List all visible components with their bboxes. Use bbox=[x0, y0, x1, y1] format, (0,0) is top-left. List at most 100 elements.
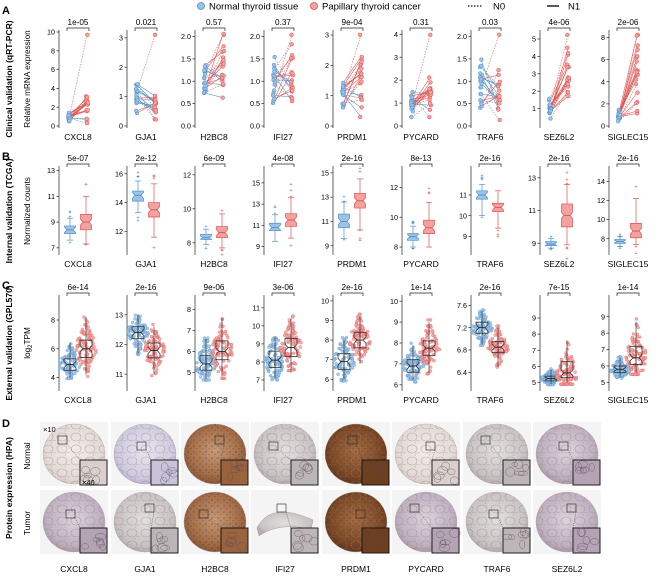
point-tumor bbox=[289, 53, 295, 58]
row-title-C: External validation (GPL570) bbox=[4, 285, 14, 400]
outlier: + bbox=[565, 178, 568, 184]
panel-D: D Protein expression (HPA) Normal Tumor CXCL… bbox=[2, 418, 601, 574]
y-tick-label: 11 bbox=[253, 303, 260, 312]
point bbox=[151, 322, 155, 327]
point-normal bbox=[272, 79, 278, 85]
points-normal bbox=[332, 336, 356, 383]
point bbox=[570, 357, 574, 361]
gene-label: CXCL8 bbox=[64, 132, 92, 142]
y-tick-label: 9 bbox=[532, 314, 536, 323]
inset-structure bbox=[447, 468, 456, 475]
pair-line bbox=[618, 49, 638, 116]
subplot-A-cxcl8: 0 2 4 6 8 10 CXCL8 1e-05 bbox=[47, 18, 92, 142]
point bbox=[126, 330, 130, 334]
pair-line bbox=[411, 92, 431, 96]
pair-line bbox=[136, 84, 156, 103]
point bbox=[634, 317, 639, 321]
point bbox=[479, 338, 484, 342]
point-tumor bbox=[290, 88, 295, 93]
zoom-inset bbox=[79, 459, 108, 486]
subplot-C-cxcl8: 4 6 8 CXCL8 6e-14 bbox=[51, 283, 98, 405]
point bbox=[75, 344, 79, 348]
pair-line bbox=[136, 96, 156, 120]
point bbox=[624, 372, 628, 377]
p-value-label: 6e-09 bbox=[204, 154, 225, 163]
point-tumor bbox=[358, 114, 363, 120]
point-normal bbox=[547, 102, 553, 108]
p-value-label: 2e-16 bbox=[480, 154, 501, 163]
point-tumor bbox=[497, 101, 502, 106]
pair-line bbox=[618, 69, 638, 113]
point bbox=[406, 361, 411, 365]
inset-structure bbox=[169, 469, 179, 478]
pair-line bbox=[618, 83, 638, 120]
pair-line bbox=[618, 113, 638, 118]
inset-structure bbox=[161, 472, 171, 482]
inset-structure bbox=[155, 532, 164, 542]
point bbox=[630, 349, 635, 353]
gene-label: PRDM1 bbox=[337, 132, 367, 142]
point bbox=[149, 345, 153, 350]
point bbox=[133, 317, 137, 321]
pair-line bbox=[342, 34, 362, 94]
inset-structure bbox=[514, 459, 524, 469]
gene-label: PYCARD bbox=[403, 395, 438, 405]
inset-structure bbox=[96, 537, 104, 546]
significance-bracket bbox=[134, 27, 158, 31]
outlier: + bbox=[411, 222, 414, 228]
point bbox=[268, 373, 273, 378]
inset-structure bbox=[296, 470, 305, 477]
point bbox=[633, 337, 637, 342]
ihc-gene-label: H2BC8 bbox=[201, 564, 229, 574]
point bbox=[637, 341, 641, 346]
outlier: + bbox=[565, 245, 568, 251]
point-normal bbox=[341, 90, 346, 95]
y-tick-label: 0.5 bbox=[250, 99, 260, 108]
p-value-label: 2e-06 bbox=[618, 18, 639, 27]
row-title-D: Protein expression (HPA) bbox=[4, 437, 14, 539]
y-tick-label: 6 bbox=[601, 55, 605, 64]
pair-line bbox=[273, 75, 293, 78]
significance-bracket bbox=[271, 27, 295, 31]
subplot-A-gja1: 0 1 2 3 GJA1 0.021 bbox=[119, 18, 159, 142]
pair-line bbox=[273, 56, 293, 87]
p-value-label: 2e-12 bbox=[136, 154, 157, 163]
point bbox=[217, 334, 222, 339]
y-tick-label: 8 bbox=[51, 46, 55, 55]
p-value-label: 0.57 bbox=[206, 18, 222, 27]
ihc-tumor-prdm1 bbox=[322, 490, 390, 554]
inset-structure bbox=[294, 472, 304, 480]
y-tick-label: 7 bbox=[394, 360, 398, 369]
pair-line bbox=[68, 96, 88, 119]
inset-structure bbox=[159, 535, 169, 543]
subplot-A-sez6l2: 1 2 3 4 5 SEZ6L2 4e-06 bbox=[532, 18, 575, 142]
point bbox=[282, 347, 287, 351]
zoom-inset bbox=[502, 527, 531, 554]
zoom-connector bbox=[150, 511, 155, 529]
zoom-connector bbox=[431, 449, 436, 461]
point-tumor bbox=[635, 43, 640, 48]
points-normal bbox=[125, 313, 151, 357]
point bbox=[298, 345, 302, 349]
ihc-gene-label: PYCARD bbox=[408, 564, 443, 574]
pair-line bbox=[204, 63, 224, 79]
point bbox=[299, 340, 303, 345]
p-value-label: 0.03 bbox=[482, 18, 498, 27]
point bbox=[614, 361, 618, 365]
pair-line bbox=[480, 93, 500, 98]
y-tick-label: 10 bbox=[47, 28, 55, 37]
y-tick-label: 1.0 bbox=[457, 77, 467, 86]
inset-structure bbox=[449, 476, 460, 485]
pair-line bbox=[411, 88, 431, 103]
inset-structure bbox=[578, 528, 585, 538]
points-tumor bbox=[486, 324, 510, 369]
point bbox=[504, 346, 509, 351]
inset-structure bbox=[575, 467, 584, 474]
inset-structure bbox=[227, 472, 233, 481]
point-tumor bbox=[153, 108, 158, 113]
y-tick-label: 12 bbox=[597, 196, 605, 205]
zoom-connector bbox=[277, 449, 292, 461]
significance-bracket bbox=[271, 163, 295, 167]
